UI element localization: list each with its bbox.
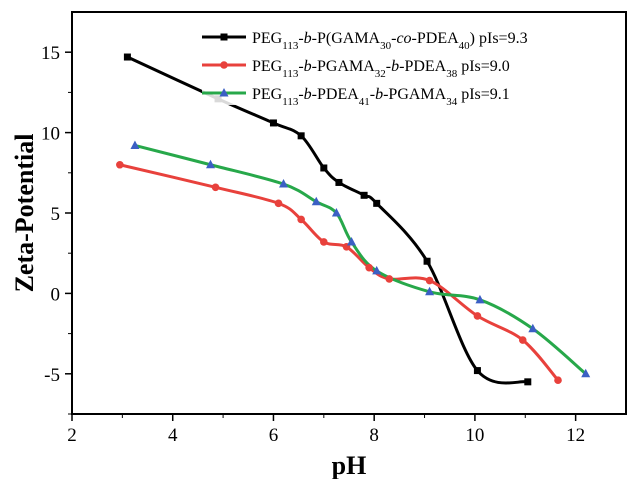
series-3-point bbox=[331, 208, 341, 217]
y-axis-ticks: -5 0 5 10 15 bbox=[41, 43, 72, 415]
series-1-point bbox=[373, 199, 381, 207]
series-3-point bbox=[206, 159, 215, 169]
series-2-point bbox=[116, 160, 124, 169]
series-1-point bbox=[524, 378, 532, 386]
y-axis-title: Zeta-Potential bbox=[10, 134, 39, 293]
legend-label: PEG113-b-PDEA41-b-PGAMA34 pIs=9.1 bbox=[252, 86, 510, 108]
series-2-point bbox=[365, 263, 373, 272]
x-axis-ticks: 2 4 6 8 10 12 bbox=[67, 414, 585, 446]
series-1-point bbox=[423, 257, 431, 265]
series-3-point bbox=[279, 179, 289, 188]
plot-area bbox=[71, 11, 627, 415]
y-tick-label: -5 bbox=[44, 365, 60, 386]
series-3-point bbox=[425, 286, 435, 296]
legend-swatch-marker bbox=[219, 88, 229, 97]
legend: PEG113-b-P(GAMA30-co-PDEA40) pIs=9.3 PEG1… bbox=[202, 30, 528, 108]
series-1-point bbox=[335, 178, 343, 186]
legend-entry-2: PEG113-b-PGAMA32-b-PDEA38 pIs=9.0 bbox=[202, 58, 510, 80]
legend-label: PEG113-b-PGAMA32-b-PDEA38 pIs=9.0 bbox=[252, 58, 510, 80]
y-tick-label: 10 bbox=[41, 124, 60, 145]
x-tick-label: 10 bbox=[465, 425, 484, 446]
series-3-point bbox=[372, 265, 382, 275]
series-1-point bbox=[473, 367, 481, 375]
y-tick-label: 5 bbox=[51, 204, 61, 225]
series-2-point bbox=[425, 276, 434, 285]
legend-label: PEG113-b-P(GAMA30-co-PDEA40) pIs=9.3 bbox=[252, 30, 528, 52]
y-tick-label: 0 bbox=[51, 284, 61, 305]
y-tick-label: 15 bbox=[41, 43, 60, 64]
x-tick-label: 8 bbox=[369, 425, 379, 446]
series-3-point bbox=[475, 294, 485, 304]
x-axis-title: pH bbox=[332, 451, 367, 479]
legend-entry-1: PEG113-b-P(GAMA30-co-PDEA40) pIs=9.3 bbox=[202, 30, 528, 52]
series-3-point bbox=[528, 323, 538, 333]
series-3-point bbox=[581, 368, 591, 378]
series-1-line bbox=[126, 55, 529, 385]
series-1-point bbox=[123, 53, 131, 61]
series-2-point bbox=[554, 376, 562, 385]
x-tick-label: 2 bbox=[67, 425, 77, 446]
series-1-point bbox=[360, 191, 368, 199]
series-curves bbox=[119, 55, 587, 385]
series-1-point bbox=[320, 164, 328, 172]
series-3-point bbox=[311, 196, 321, 206]
series-2-point bbox=[297, 215, 305, 224]
legend-entry-3: PEG113-b-PDEA41-b-PGAMA34 pIs=9.1 bbox=[202, 86, 510, 108]
series-2-point bbox=[385, 275, 394, 283]
legend-swatch-marker bbox=[220, 61, 228, 69]
x-tick-label: 6 bbox=[269, 425, 279, 446]
series-2-point bbox=[274, 199, 283, 208]
x-tick-label: 4 bbox=[168, 425, 178, 446]
series-2-point bbox=[518, 336, 527, 344]
series-3-point bbox=[347, 236, 357, 246]
series-3-point bbox=[130, 140, 140, 149]
x-tick-label: 12 bbox=[566, 425, 585, 446]
series-2-point bbox=[320, 238, 328, 246]
series-1-point bbox=[297, 132, 305, 140]
series-2-line bbox=[119, 163, 560, 382]
series-markers bbox=[116, 53, 591, 386]
series-2-point bbox=[473, 312, 482, 320]
series-1-point bbox=[269, 119, 277, 127]
legend-swatch-marker bbox=[220, 33, 228, 41]
series-2-point bbox=[211, 183, 220, 192]
